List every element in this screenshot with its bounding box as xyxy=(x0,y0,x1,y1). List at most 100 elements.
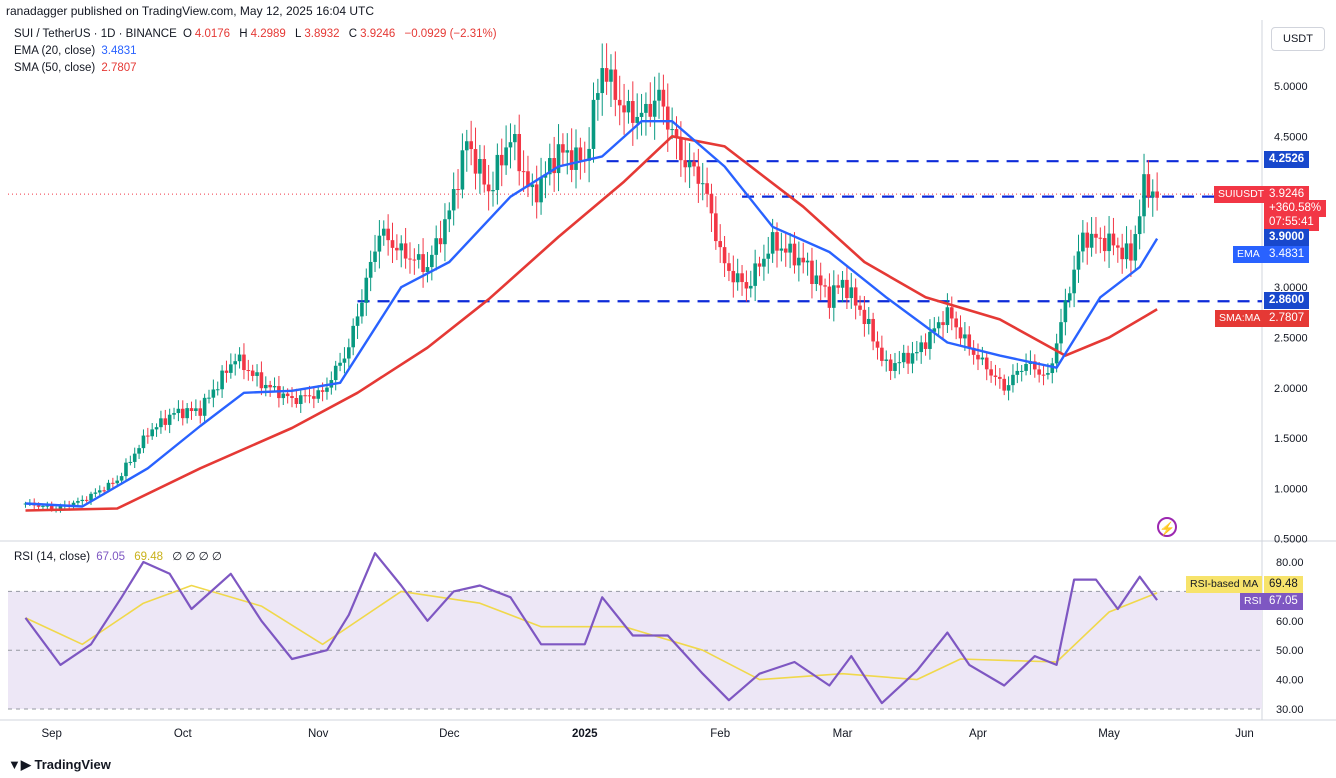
candle-body xyxy=(687,161,692,168)
candle-body xyxy=(517,134,522,172)
candle xyxy=(1155,172,1159,211)
candle xyxy=(1094,217,1098,254)
rsi-ma-legend-value: 69.48 xyxy=(134,551,164,563)
candle xyxy=(268,380,272,397)
candle-body xyxy=(1089,233,1094,248)
candle-body xyxy=(255,372,259,376)
candle xyxy=(989,360,993,383)
candle-body xyxy=(386,228,390,241)
candle xyxy=(137,444,141,459)
candle-body xyxy=(469,141,473,150)
candle xyxy=(1015,362,1020,384)
candle-body xyxy=(478,159,482,174)
candle-body xyxy=(381,228,386,236)
candle-body xyxy=(307,395,312,397)
candle-body xyxy=(993,375,998,377)
candle-body xyxy=(41,505,45,507)
candle-body xyxy=(945,307,950,326)
rsi-tag-value: 67.05 xyxy=(1264,593,1303,610)
candle-body xyxy=(923,342,928,349)
currency-selector[interactable]: USDT xyxy=(1271,27,1325,51)
sma-tag-label: SMA:MA xyxy=(1215,310,1265,327)
candle xyxy=(1067,286,1072,308)
tradingview-logo[interactable]: ▼▶ TradingView xyxy=(8,757,111,773)
candle-body xyxy=(312,396,316,399)
candle xyxy=(1002,374,1007,396)
candle xyxy=(1102,225,1107,262)
candle xyxy=(936,316,941,336)
candle-body xyxy=(700,183,705,185)
candle xyxy=(1041,364,1046,386)
candle-body xyxy=(1111,233,1116,246)
candle-body xyxy=(836,285,840,288)
candle-body xyxy=(766,253,771,259)
candle-body xyxy=(998,376,1002,379)
candle-body xyxy=(102,490,106,492)
candle-body xyxy=(268,384,272,388)
candle xyxy=(875,331,880,360)
candle xyxy=(1006,376,1011,401)
candle-body xyxy=(189,408,194,411)
candle-body xyxy=(141,435,146,449)
candle xyxy=(1059,308,1063,352)
candle xyxy=(762,244,766,281)
candle-body xyxy=(578,147,583,161)
candle xyxy=(604,43,609,95)
candle xyxy=(884,350,889,372)
candle-body xyxy=(84,499,89,501)
candle-body xyxy=(941,322,945,326)
rsi-line xyxy=(24,552,1158,705)
candle-body xyxy=(801,257,806,263)
candle xyxy=(224,360,229,383)
candle-body xyxy=(915,352,919,354)
candle-body xyxy=(976,354,980,360)
candle-body xyxy=(1037,369,1041,375)
candle-body xyxy=(399,243,404,251)
candle xyxy=(185,403,189,424)
candle-body xyxy=(556,144,561,174)
candle-body xyxy=(936,322,941,329)
candle xyxy=(312,387,316,409)
candle xyxy=(403,227,408,269)
candle xyxy=(783,232,788,267)
candle-body xyxy=(1081,232,1085,252)
candle xyxy=(543,161,548,199)
candle-body xyxy=(198,408,203,416)
candle xyxy=(722,235,727,277)
candle-body xyxy=(259,372,264,389)
candle-body xyxy=(333,365,338,381)
candle-body xyxy=(609,69,613,82)
candle-body xyxy=(119,476,124,481)
candle xyxy=(1085,222,1090,265)
candle-body xyxy=(408,258,412,260)
candle-body xyxy=(788,243,792,253)
candle xyxy=(486,164,491,211)
candle-body xyxy=(1155,191,1159,198)
candle-body xyxy=(460,150,465,190)
candle xyxy=(167,408,172,434)
candle xyxy=(906,345,910,374)
candle xyxy=(220,365,224,398)
candle-body xyxy=(1067,293,1072,301)
candle xyxy=(377,220,382,269)
candle xyxy=(1111,217,1116,256)
rsi-legend-label: RSI (14, close) xyxy=(14,551,91,563)
candle-body xyxy=(482,159,487,185)
candle-body xyxy=(80,499,85,502)
candle xyxy=(237,347,242,369)
candle-body xyxy=(849,287,854,299)
candle-body xyxy=(456,189,460,191)
lightning-icon[interactable]: ⚡ xyxy=(1157,517,1177,537)
candle-body xyxy=(202,397,207,416)
level-low-tag: 2.8600 xyxy=(1264,292,1310,309)
candle xyxy=(360,289,364,324)
candle-body xyxy=(561,144,565,153)
candle xyxy=(1142,153,1146,234)
candle xyxy=(1037,362,1041,383)
candle xyxy=(368,250,373,292)
candle xyxy=(941,311,945,339)
ema-legend-value: 3.4831 xyxy=(101,45,137,57)
candle xyxy=(871,312,875,351)
